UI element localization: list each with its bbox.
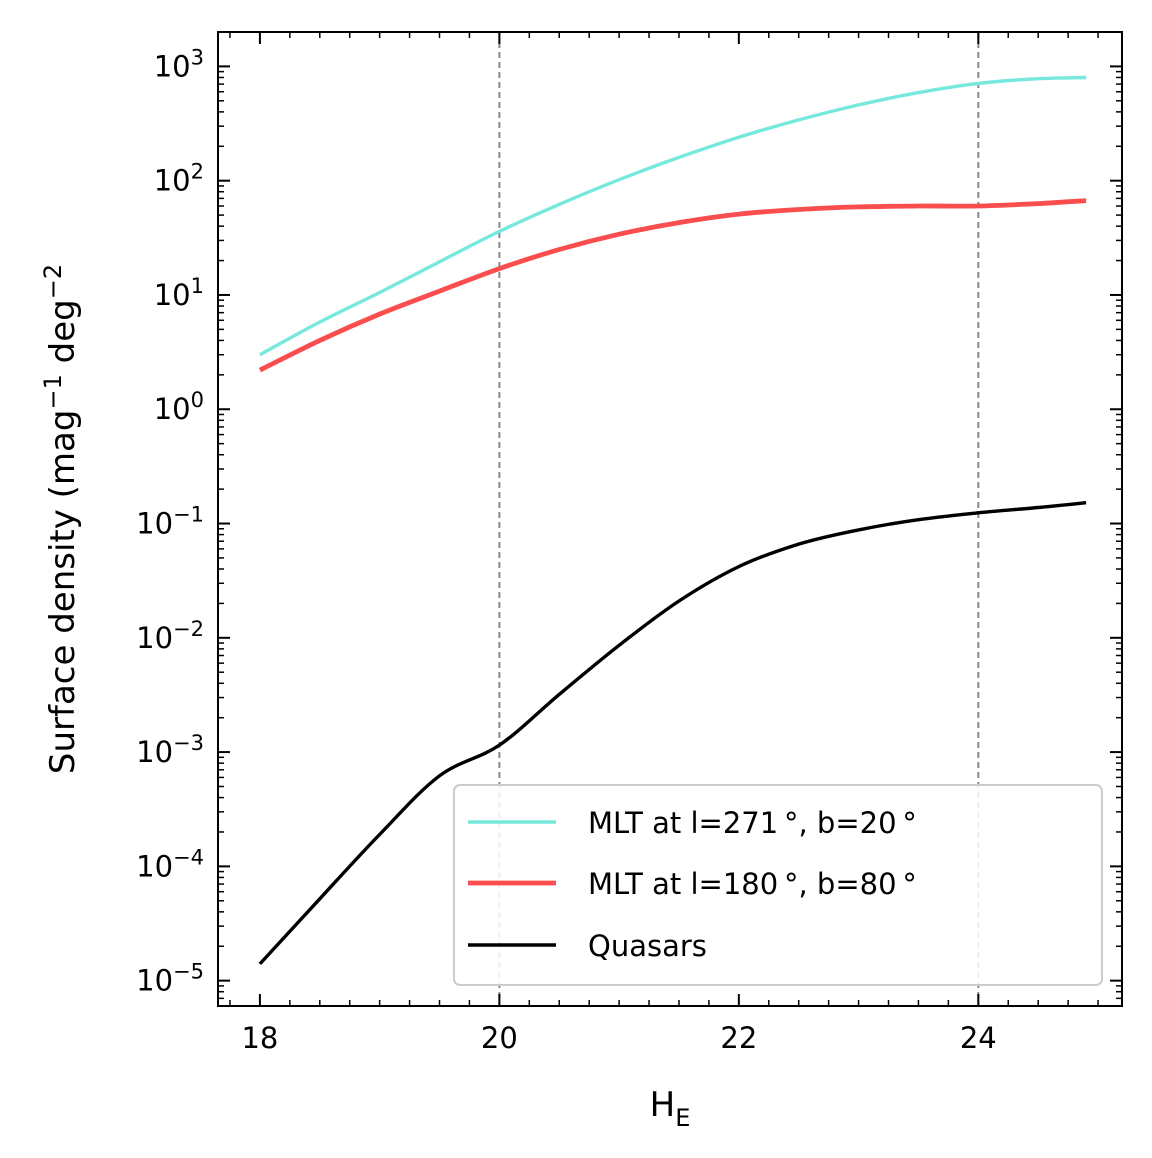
series-line-0 xyxy=(259,75,1087,357)
x-tick-label: 22 xyxy=(720,1021,757,1055)
y-tick-label: 10−5 xyxy=(136,960,204,998)
x-tick-label: 20 xyxy=(481,1021,518,1055)
y-tick-label: 10−1 xyxy=(136,503,204,541)
y-tick-label: 101 xyxy=(154,274,204,312)
y-tick-label: 103 xyxy=(154,45,204,83)
legend-label-mlt-180: MLT at l=180 °, b=80 ° xyxy=(588,867,917,901)
y-tick-label: 102 xyxy=(154,160,204,198)
y-tick-label: 100 xyxy=(154,388,204,426)
series-line-1 xyxy=(258,198,1087,373)
tick-labels: 18 20 22 24 103 102 101 100 10−1 10−2 10−3 10−4 10−5 xyxy=(136,45,997,1055)
axis-ticks xyxy=(218,31,1122,1007)
legend-label-quasars: Quasars xyxy=(588,929,707,963)
series-layer xyxy=(258,75,1087,966)
legend-label-mlt-271: MLT at l=271 °, b=20 ° xyxy=(588,806,917,840)
y-tick-label: 10−2 xyxy=(136,617,204,655)
y-axis-label: Surface density (mag−1 deg−2 xyxy=(39,264,83,774)
plot-frame xyxy=(217,31,1123,1007)
y-tick-label: 10−4 xyxy=(136,845,204,883)
x-tick-label: 18 xyxy=(241,1021,278,1055)
series-line-2 xyxy=(258,501,1087,966)
x-axis-label: HE xyxy=(650,1085,691,1132)
legend-box xyxy=(453,784,1103,986)
legend: MLT at l=271 °, b=20 ° MLT at l=180 °, b… xyxy=(453,784,1103,986)
y-tick-label: 10−3 xyxy=(136,731,204,769)
x-tick-label: 24 xyxy=(960,1021,997,1055)
